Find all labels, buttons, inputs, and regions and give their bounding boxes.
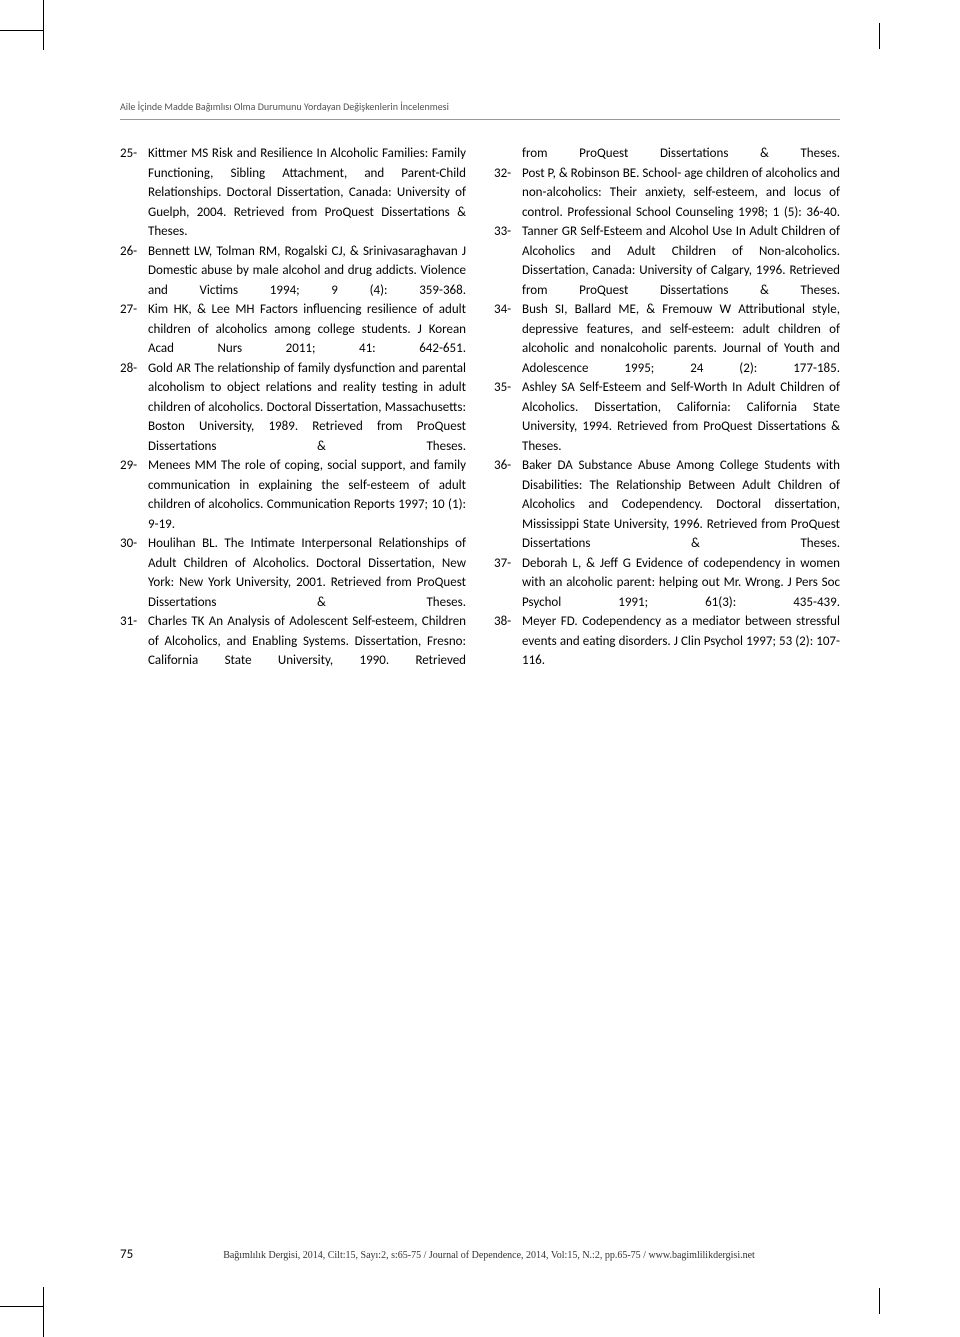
reference-item: 37-Deborah L, & Jeff G Evidence of codep…	[494, 554, 840, 613]
reference-item: 26-Bennett LW, Tolman RM, Rogalski CJ, &…	[120, 242, 466, 301]
reference-number: 30-	[120, 534, 148, 612]
crop-mark	[43, 1287, 44, 1337]
reference-number: 35-	[494, 378, 522, 456]
crop-mark	[0, 1306, 43, 1307]
reference-item: 32-Post P, & Robinson BE. School- age ch…	[494, 164, 840, 223]
reference-number: 34-	[494, 300, 522, 378]
reference-item: 33-Tanner GR Self-Esteem and Alcohol Use…	[494, 222, 840, 300]
reference-item: 25-Kittmer MS Risk and Resilience In Alc…	[120, 144, 466, 242]
reference-text: Kim HK, & Lee MH Factors influencing res…	[148, 300, 466, 359]
crop-mark	[0, 30, 43, 31]
running-header: Aile İçinde Madde Bağımlısı Olma Durumun…	[120, 100, 840, 120]
reference-text: Bush SI, Ballard ME, & Fremouw W Attribu…	[522, 300, 840, 378]
reference-item: 34-Bush SI, Ballard ME, & Fremouw W Attr…	[494, 300, 840, 378]
reference-number: 26-	[120, 242, 148, 301]
reference-number: 31-	[120, 612, 148, 671]
reference-number: 25-	[120, 144, 148, 242]
reference-item: 28-Gold AR The relationship of family dy…	[120, 359, 466, 457]
page-number: 75	[120, 1247, 133, 1262]
reference-number: 32-	[494, 164, 522, 223]
reference-number: 37-	[494, 554, 522, 613]
page-content: Aile İçinde Madde Bağımlısı Olma Durumun…	[0, 0, 960, 731]
page-footer: 75 Bağımlılık Dergisi, 2014, Cilt:15, Sa…	[120, 1247, 840, 1262]
footer-citation: Bağımlılık Dergisi, 2014, Cilt:15, Sayı:…	[223, 1250, 755, 1261]
reference-text: from ProQuest Dissertations & Theses.	[522, 144, 840, 164]
reference-number	[494, 144, 522, 164]
reference-text: Gold AR The relationship of family dysfu…	[148, 359, 466, 457]
reference-item: 29-Menees MM The role of coping, social …	[120, 456, 466, 534]
reference-item: 36-Baker DA Substance Abuse Among Colleg…	[494, 456, 840, 554]
reference-text: Meyer FD. Codependency as a mediator bet…	[522, 612, 840, 671]
reference-item: 30-Houlihan BL. The Intimate Interperson…	[120, 534, 466, 612]
reference-text: Post P, & Robinson BE. School- age child…	[522, 164, 840, 223]
crop-mark	[43, 0, 44, 50]
reference-number: 36-	[494, 456, 522, 554]
reference-columns: 25-Kittmer MS Risk and Resilience In Alc…	[120, 144, 840, 671]
reference-text: Kittmer MS Risk and Resilience In Alcoho…	[148, 144, 466, 242]
reference-text: Deborah L, & Jeff G Evidence of codepend…	[522, 554, 840, 613]
reference-number: 27-	[120, 300, 148, 359]
reference-text: Bennett LW, Tolman RM, Rogalski CJ, & Sr…	[148, 242, 466, 301]
reference-number: 38-	[494, 612, 522, 671]
reference-number: 33-	[494, 222, 522, 300]
reference-item: 35-Ashley SA Self-Esteem and Self-Worth …	[494, 378, 840, 456]
column-left: 25-Kittmer MS Risk and Resilience In Alc…	[120, 144, 466, 671]
crop-mark	[879, 1288, 880, 1314]
reference-number: 29-	[120, 456, 148, 534]
reference-text: Tanner GR Self-Esteem and Alcohol Use In…	[522, 222, 840, 300]
reference-item: 38-Meyer FD. Codependency as a mediator …	[494, 612, 840, 671]
reference-text: Menees MM The role of coping, social sup…	[148, 456, 466, 534]
reference-text: Charles TK An Analysis of Adolescent Sel…	[148, 612, 466, 671]
reference-item: 31-Charles TK An Analysis of Adolescent …	[120, 612, 466, 671]
column-right: from ProQuest Dissertations & Theses.32-…	[494, 144, 840, 671]
reference-item: from ProQuest Dissertations & Theses.	[494, 144, 840, 164]
reference-number: 28-	[120, 359, 148, 457]
reference-text: Ashley SA Self-Esteem and Self-Worth In …	[522, 378, 840, 456]
reference-text: Houlihan BL. The Intimate Interpersonal …	[148, 534, 466, 612]
reference-item: 27-Kim HK, & Lee MH Factors influencing …	[120, 300, 466, 359]
reference-text: Baker DA Substance Abuse Among College S…	[522, 456, 840, 554]
crop-mark	[879, 23, 880, 49]
